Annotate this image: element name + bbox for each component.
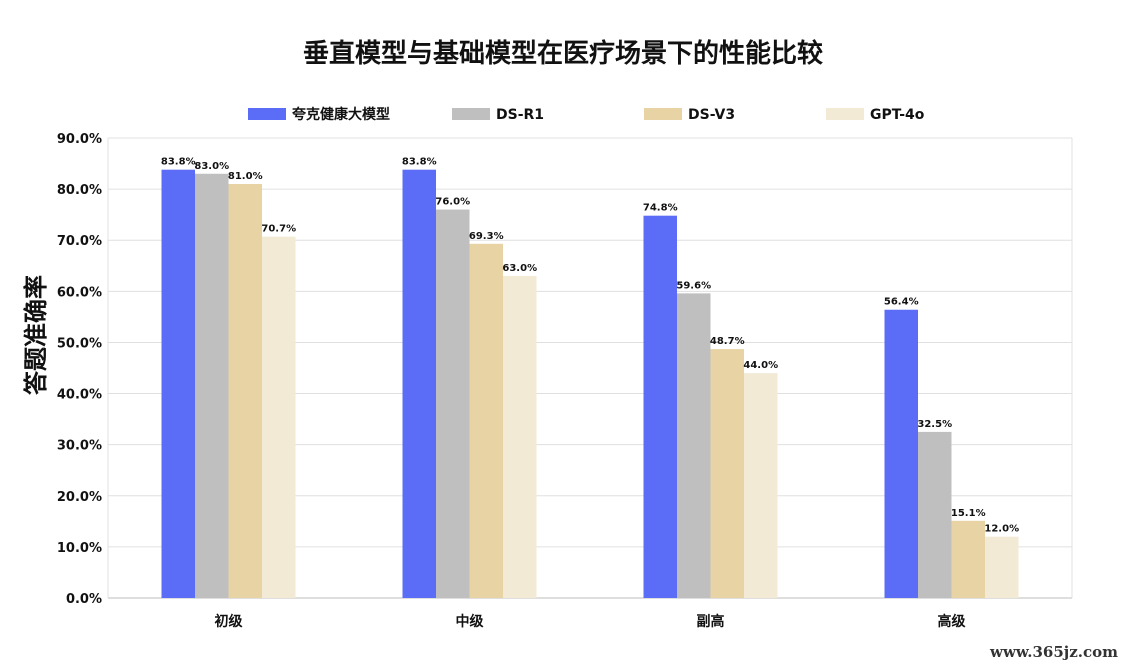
bar [195,173,229,598]
data-label: 76.0% [435,197,470,208]
legend-label: GPT-4o [870,107,925,123]
data-label: 63.0% [502,263,537,274]
legend-swatch [644,108,682,120]
legend-label: 夸克健康大模型 [291,106,390,123]
legend: 夸克健康大模型 DS-R1 DS-V3 GPT-4o [248,106,925,123]
legend-label: DS-V3 [688,107,735,123]
data-label: 48.7% [710,336,745,347]
chart-title: 垂直模型与基础模型在医疗场景下的性能比较 [303,38,823,69]
y-axis-ticks: 0.0% 10.0% 20.0% 30.0% 40.0% 50.0% 60.0% 70.0% 8… [57,132,102,607]
y-tick-label: 80.0% [57,183,102,198]
data-label: 74.8% [643,203,678,214]
bar [161,169,195,598]
bar [744,373,778,598]
x-category-label: 高级 [938,613,967,630]
y-tick-label: 40.0% [57,388,102,403]
bar [436,209,470,599]
data-label: 83.8% [161,157,196,168]
data-label: 12.0% [984,524,1019,535]
y-tick-label: 60.0% [57,285,102,300]
x-category-label: 初级 [215,613,244,630]
x-axis-categories: 初级 中级 副高 高级 [215,613,967,630]
bar [643,215,677,598]
bar [918,431,952,598]
x-category-label: 副高 [697,613,725,630]
bar [710,349,744,598]
bar [469,243,503,599]
y-tick-label: 20.0% [57,490,102,505]
x-category-label: 中级 [456,613,485,630]
bar [402,169,436,598]
data-labels: 83.8%83.0%81.0%70.7%83.8%76.0%69.3%63.0%… [161,157,1019,535]
y-tick-label: 30.0% [57,439,102,454]
data-label: 69.3% [469,231,504,242]
bar [884,309,918,598]
legend-swatch [248,108,286,120]
bars [161,169,1019,599]
watermark: www.365jz.com [989,643,1118,661]
data-label: 56.4% [884,297,919,308]
data-label: 15.1% [951,508,986,519]
bar [228,184,262,598]
data-label: 83.8% [402,157,437,168]
y-tick-label: 70.0% [57,234,102,249]
y-tick-label: 10.0% [57,541,102,556]
y-axis-label: 答题准确率 [22,275,50,395]
data-label: 81.0% [228,171,263,182]
bar [985,536,1019,598]
legend-label: DS-R1 [496,107,544,123]
data-label: 59.6% [676,280,711,291]
data-label: 70.7% [261,224,296,235]
y-tick-label: 50.0% [57,336,102,351]
bar [503,276,537,598]
legend-swatch [826,108,864,120]
data-label: 44.0% [743,360,778,371]
bar [677,293,711,598]
bar [951,520,985,598]
legend-swatch [452,108,490,120]
data-label: 32.5% [917,419,952,430]
bar [262,236,296,598]
y-tick-label: 0.0% [66,592,102,607]
data-label: 83.0% [194,161,229,172]
y-tick-label: 90.0% [57,132,102,147]
